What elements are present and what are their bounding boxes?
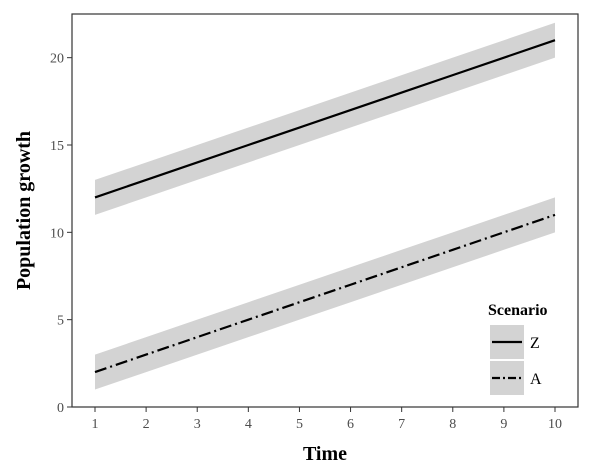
- confidence-bands: [95, 22, 555, 390]
- y-axis-title: Population growth: [13, 131, 35, 290]
- y-axis: 0 5 10 15 20: [50, 52, 72, 416]
- x-tick-label: 3: [194, 417, 201, 432]
- legend-label-z: Z: [530, 335, 540, 352]
- y-tick-label: 0: [57, 401, 64, 416]
- series-lines: [94, 39, 556, 374]
- legend-label-a: A: [530, 371, 542, 388]
- x-tick-label: 1: [92, 417, 99, 432]
- x-tick-label: 2: [143, 417, 150, 432]
- x-axis: 1 2 3 4 5 6 7 8 9 10: [92, 407, 562, 432]
- x-tick-label: 10: [548, 417, 562, 432]
- x-tick-label: 5: [296, 417, 303, 432]
- x-tick-label: 8: [449, 417, 456, 432]
- y-tick-label: 10: [50, 226, 64, 241]
- x-tick-label: 7: [398, 417, 405, 432]
- x-tick-label: 4: [245, 417, 252, 432]
- y-tick-label: 5: [57, 314, 64, 329]
- x-tick-label: 9: [500, 417, 507, 432]
- legend-title: Scenario: [488, 302, 548, 319]
- y-tick-label: 20: [50, 52, 64, 67]
- series-line-z: [94, 39, 556, 199]
- plot-panel-border: [71, 13, 579, 408]
- series-line-a: [94, 213, 556, 374]
- legend: Scenario Z A: [488, 302, 548, 395]
- x-axis-title: Time: [303, 443, 347, 465]
- y-tick-label: 15: [50, 139, 64, 154]
- x-tick-label: 6: [347, 417, 354, 432]
